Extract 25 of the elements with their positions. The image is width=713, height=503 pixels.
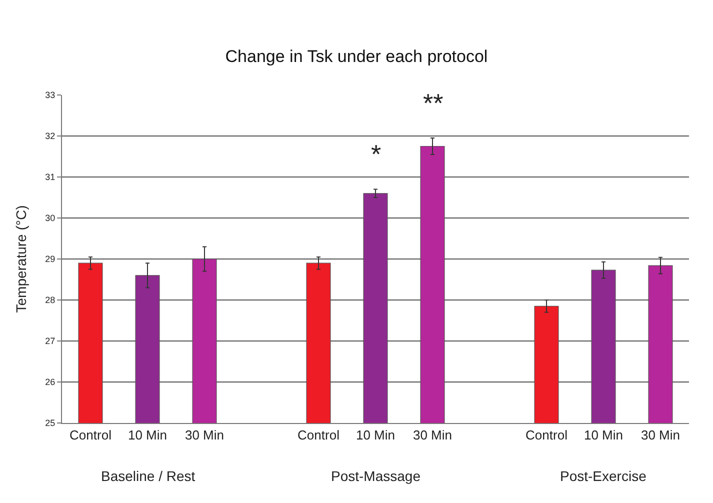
- x-tick-label: 10 Min: [584, 428, 624, 443]
- x-tick-label: Control: [526, 428, 568, 443]
- x-tick-label: Control: [298, 428, 340, 443]
- text: Post-Massage: [331, 468, 421, 484]
- y-tick-label: 26: [45, 377, 56, 388]
- y-tick-label: 27: [45, 336, 56, 346]
- y-tick-label: 32: [45, 131, 56, 142]
- x-tick-label: 30 Min: [640, 428, 680, 443]
- chart-title: Change in Tsk under each protocol: [225, 47, 488, 66]
- y-tick-label: 29: [45, 254, 56, 264]
- y-tick-label: 28: [45, 295, 56, 306]
- y-tick-label: 25: [45, 418, 56, 428]
- text: Baseline / Rest: [101, 468, 196, 484]
- data-label: **: [423, 88, 444, 118]
- y-tick-label: 31: [45, 172, 56, 182]
- x-tick-label: 30 Min: [184, 428, 224, 443]
- x-tick-label: 10 Min: [128, 428, 168, 443]
- y-axis-title: Temperature (°C): [12, 205, 29, 313]
- data-label: *: [371, 139, 382, 169]
- y-tick-label: 33: [45, 90, 56, 100]
- x-tick-label: Control: [70, 428, 112, 443]
- text: Post-Exercise: [560, 468, 647, 484]
- y-tick-label: 30: [45, 213, 56, 224]
- x-tick-label: 30 Min: [412, 428, 452, 443]
- x-tick-label: 10 Min: [356, 428, 396, 443]
